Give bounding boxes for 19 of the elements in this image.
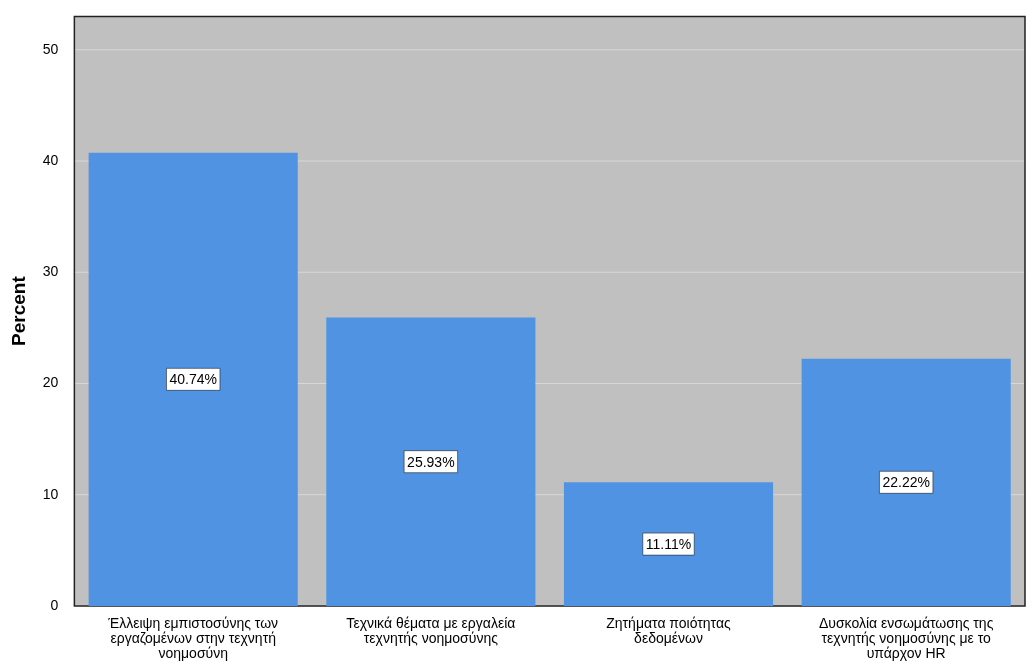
y-tick-label: 40: [42, 151, 59, 168]
data-label: 22.22%: [882, 474, 930, 491]
bar: [801, 358, 1011, 606]
y-tick-label: 10: [42, 485, 59, 502]
y-tick-label: 50: [42, 40, 59, 57]
y-tick-label: 0: [50, 596, 59, 613]
x-tick-label: Ζητήματα ποιότητας δεδομένων: [606, 615, 732, 646]
data-label: 25.93%: [407, 453, 455, 470]
bar: [326, 317, 536, 606]
x-tick-label: Έλλειψη εμπιστοσύνης των εργαζομένων στην τεχνητή νοημοσύνη: [107, 615, 279, 661]
data-label: 40.74%: [169, 371, 217, 388]
x-tick-label: Δυσκολία ενσωμάτωσης της τεχνητής νοημοσύνης με το υπάρχον HR: [818, 615, 994, 661]
y-tick-label: 20: [42, 374, 59, 391]
y-tick-label: 30: [42, 263, 59, 280]
y-axis-title: Percent: [7, 275, 29, 346]
bar: [88, 152, 298, 606]
bar: [563, 482, 774, 606]
data-label: 11.11%: [645, 535, 692, 552]
x-tick-label: Τεχνικά θέματα με εργαλεία τεχνητής νοημοσύνης: [346, 615, 516, 646]
